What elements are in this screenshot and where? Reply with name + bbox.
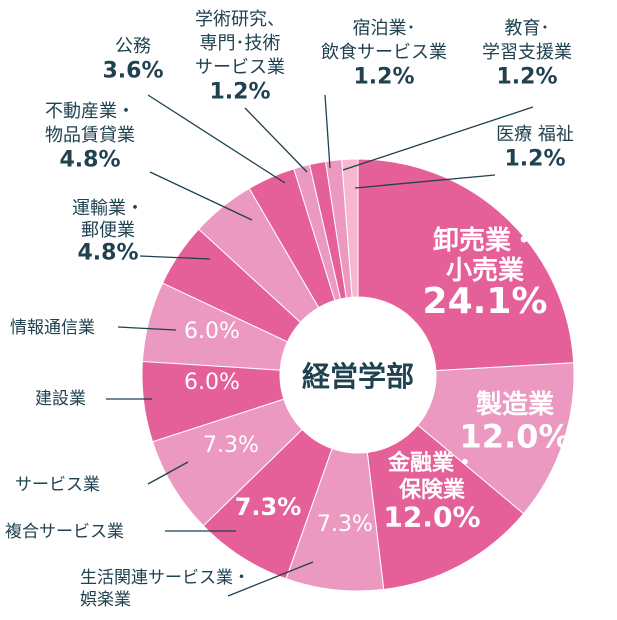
slice-name-label: 宿泊業･ — [353, 18, 416, 39]
slice-value-label: 12.0% — [383, 500, 480, 533]
slice-name-label: サービス業 — [15, 475, 100, 495]
leader-line — [147, 94, 286, 184]
slice-name-label: 学習支援業 — [482, 42, 572, 63]
slice-name-label: 不動産業・ — [45, 101, 135, 122]
leader-line — [227, 561, 314, 597]
slice-name-label: 保険業 — [398, 478, 466, 503]
slice-name-label: 物品賃貸業 — [45, 125, 135, 146]
leader-line — [342, 106, 534, 171]
slice-value-label: 4.8% — [77, 241, 138, 266]
slice-value-label: 1.2% — [353, 65, 414, 90]
slice-name-label: 郵便業 — [81, 220, 135, 241]
leader-line — [147, 461, 189, 485]
slice-value-label: 7.3% — [235, 493, 302, 521]
slice-name-label: 教育･ — [505, 18, 550, 39]
leader-line — [244, 107, 308, 173]
slice-name-label: 飲食サービス業 — [321, 42, 447, 63]
slice-value-label: 7.3% — [203, 433, 259, 458]
slice-name-label: 生活関連サービス業・ — [80, 568, 250, 588]
slice-value-label: 3.6% — [102, 59, 163, 84]
slice-value-label: 1.2% — [209, 80, 270, 105]
leader-line — [149, 171, 253, 221]
slice-name-label: 小売業 — [446, 256, 524, 286]
slice-value-label: 12.0% — [459, 417, 570, 455]
slice-name-label: 公務 — [115, 36, 151, 57]
slice-value-label: 6.0% — [184, 370, 240, 395]
leader-line — [324, 94, 331, 169]
slice-name-label: 専門･技術 — [200, 33, 281, 54]
donut-hole — [280, 297, 436, 453]
slice-value-label: 4.8% — [59, 148, 120, 173]
slice-value-label: 1.2% — [496, 65, 557, 90]
slice-name-label: 製造業 — [476, 390, 554, 420]
slice-name-label: 建設業 — [35, 389, 86, 409]
leader-line — [354, 174, 496, 189]
slice-name-label: 娯楽業 — [80, 590, 131, 610]
slice-name-label: 情報通信業 — [10, 318, 95, 338]
center-label: 経営学部 — [302, 360, 414, 393]
slice-name-label: 金融業・ — [387, 450, 476, 476]
leader-line — [117, 326, 177, 331]
slice-name-label: 学術研究、 — [195, 9, 285, 30]
slice-value-label: 24.1% — [423, 281, 548, 322]
slice-value-label: 7.3% — [317, 512, 373, 537]
slice-value-label: 6.0% — [184, 319, 240, 344]
slice-name-label: 運輸業・ — [72, 198, 144, 219]
slice-name-label: 卸売業・ — [433, 225, 537, 256]
slice-name-label: サービス業 — [195, 57, 285, 78]
leader-line — [139, 255, 211, 260]
slice-name-label: 複合サービス業 — [5, 522, 124, 542]
slice-name-label: 医療 福祉 — [496, 124, 574, 145]
slice-value-label: 1.2% — [504, 147, 565, 172]
